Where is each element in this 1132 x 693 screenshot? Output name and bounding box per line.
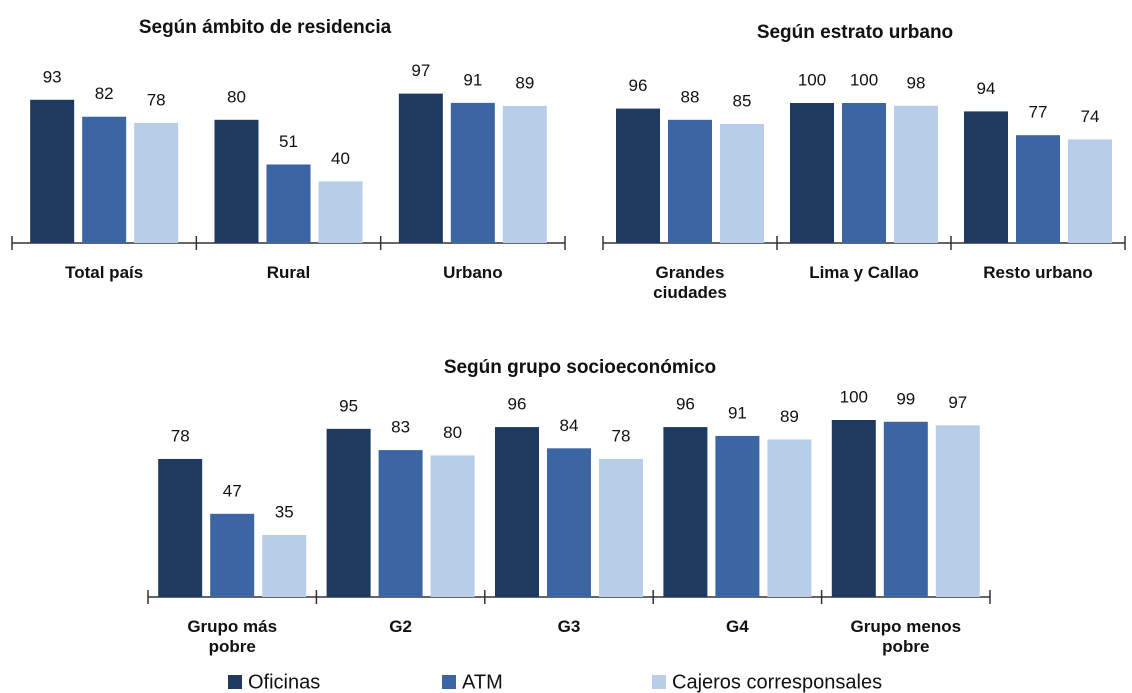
- bar: [894, 105, 938, 243]
- bar: [720, 124, 764, 243]
- data-label: 94: [977, 79, 996, 98]
- x-tick-label: G2: [389, 617, 412, 636]
- data-label: 89: [515, 73, 534, 92]
- bar: [318, 181, 363, 243]
- data-label: 88: [681, 87, 700, 106]
- data-label: 40: [331, 149, 350, 168]
- bar: [547, 448, 591, 597]
- data-label: 100: [840, 387, 868, 406]
- data-label: 96: [676, 395, 695, 414]
- bar: [935, 425, 980, 597]
- legend-label: Oficinas: [248, 671, 320, 693]
- data-label: 77: [1029, 103, 1048, 122]
- bar: [964, 111, 1008, 244]
- bar: [502, 105, 547, 243]
- data-label: 99: [896, 389, 915, 408]
- bar: [831, 420, 876, 597]
- bar: [790, 103, 834, 243]
- legend-swatch: [228, 675, 242, 689]
- data-label: 80: [227, 87, 246, 106]
- bar: [326, 428, 371, 597]
- chart-title: Según grupo socioeconómico: [444, 357, 716, 378]
- bar: [134, 122, 179, 243]
- data-label: 51: [279, 132, 298, 151]
- bar: [495, 427, 539, 597]
- x-tick-label: Grupo más pobre: [187, 617, 278, 656]
- bar: [430, 455, 475, 597]
- data-label: 35: [275, 503, 294, 522]
- legend-swatch: [652, 675, 666, 689]
- data-label: 100: [798, 70, 826, 89]
- data-label: 96: [629, 76, 648, 95]
- data-label: 78: [171, 426, 190, 445]
- bar: [1068, 139, 1112, 243]
- data-label: 74: [1081, 107, 1100, 126]
- data-label: 97: [948, 393, 967, 412]
- data-label: 82: [95, 84, 114, 103]
- bar: [715, 435, 760, 597]
- bar: [842, 103, 886, 243]
- bar: [450, 102, 495, 243]
- bar: [210, 513, 255, 597]
- data-label: 78: [147, 90, 166, 109]
- bar: [398, 93, 443, 244]
- data-label: 95: [339, 396, 358, 415]
- x-tick-label: G3: [557, 617, 581, 636]
- bar: [158, 458, 203, 597]
- legend-label: Cajeros corresponsales: [672, 671, 882, 693]
- bar: [883, 421, 928, 597]
- data-label: 80: [443, 423, 462, 442]
- bar: [599, 458, 643, 597]
- bar: [663, 427, 708, 597]
- bar: [668, 119, 712, 243]
- bar: [1016, 135, 1060, 243]
- bar: [266, 164, 311, 243]
- chart-title: Según estrato urbano: [757, 22, 953, 43]
- legend-swatch: [442, 675, 456, 689]
- data-label: 83: [391, 418, 410, 437]
- x-tick-label: Resto urbano: [983, 263, 1093, 282]
- data-label: 84: [560, 416, 579, 435]
- bar: [767, 439, 812, 597]
- x-tick-label: Grandes ciudades: [653, 263, 727, 302]
- bar: [30, 99, 75, 243]
- x-tick-label: G4: [726, 617, 749, 636]
- bar: [262, 535, 307, 597]
- data-label: 91: [463, 70, 482, 89]
- x-tick-label: Grupo menos pobre: [850, 617, 962, 656]
- data-label: 78: [612, 426, 631, 445]
- data-label: 93: [43, 67, 62, 86]
- bar: [378, 450, 423, 597]
- bar: [82, 116, 127, 243]
- bar: [214, 119, 259, 243]
- data-label: 100: [850, 70, 878, 89]
- data-label: 85: [733, 91, 752, 110]
- x-tick-label: Lima y Callao: [809, 263, 919, 282]
- x-tick-label: Total país: [65, 263, 144, 282]
- legend-label: ATM: [462, 671, 503, 693]
- x-tick-label: Rural: [266, 263, 311, 282]
- bar: [616, 108, 660, 243]
- data-label: 91: [728, 403, 747, 422]
- data-label: 89: [780, 407, 799, 426]
- chart-title: Según ámbito de residencia: [139, 17, 392, 38]
- data-label: 98: [907, 73, 926, 92]
- data-label: 47: [223, 481, 242, 500]
- data-label: 96: [508, 395, 527, 414]
- x-tick-label: Urbano: [443, 263, 503, 282]
- data-label: 97: [411, 61, 430, 80]
